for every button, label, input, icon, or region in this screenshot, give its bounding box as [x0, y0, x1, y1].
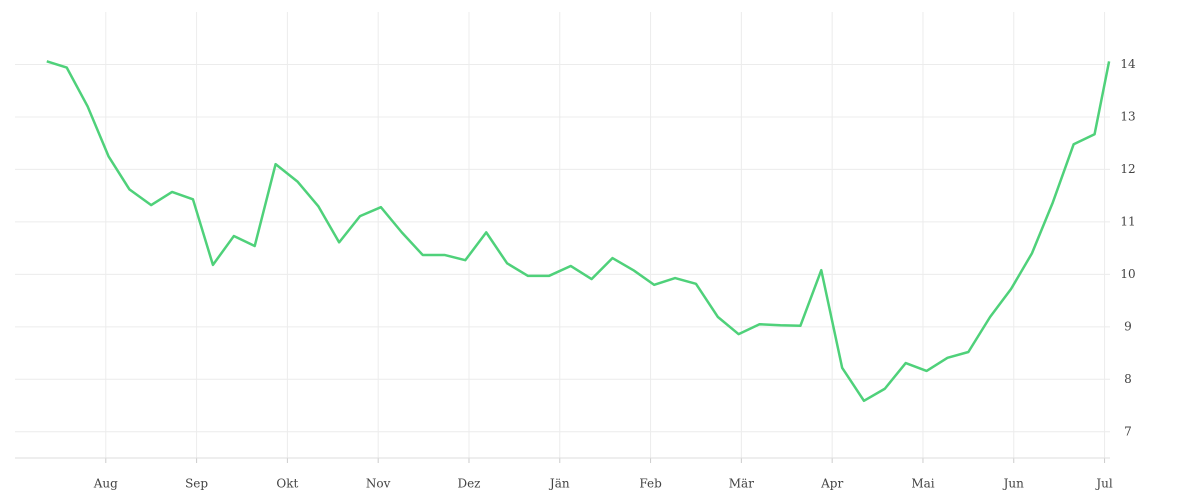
x-tick-label: Sep [185, 477, 208, 491]
y-tick-label: 10 [1120, 267, 1135, 281]
x-tick-label: Jun [1002, 477, 1025, 491]
y-tick-label: 12 [1120, 162, 1135, 176]
x-tick-label: Aug [93, 477, 118, 491]
x-tick-label: Okt [276, 477, 298, 491]
y-tick-label: 7 [1124, 424, 1132, 438]
x-tick-label: Feb [639, 477, 662, 491]
y-tick-label: 8 [1124, 372, 1132, 386]
x-tick-label: Mär [729, 477, 754, 491]
x-tick-label: Jul [1094, 477, 1113, 491]
x-tick-label: Jän [548, 477, 570, 491]
y-tick-label: 11 [1120, 214, 1135, 228]
x-tick-label: Dez [457, 477, 480, 491]
y-tick-label: 9 [1124, 319, 1132, 333]
y-tick-label: 13 [1120, 109, 1135, 123]
data-line [46, 60, 1111, 403]
y-tick-label: 14 [1120, 57, 1136, 71]
x-tick-label: Apr [820, 477, 843, 491]
x-tick-label: Nov [366, 477, 391, 491]
x-tick-label: Mai [911, 477, 934, 491]
